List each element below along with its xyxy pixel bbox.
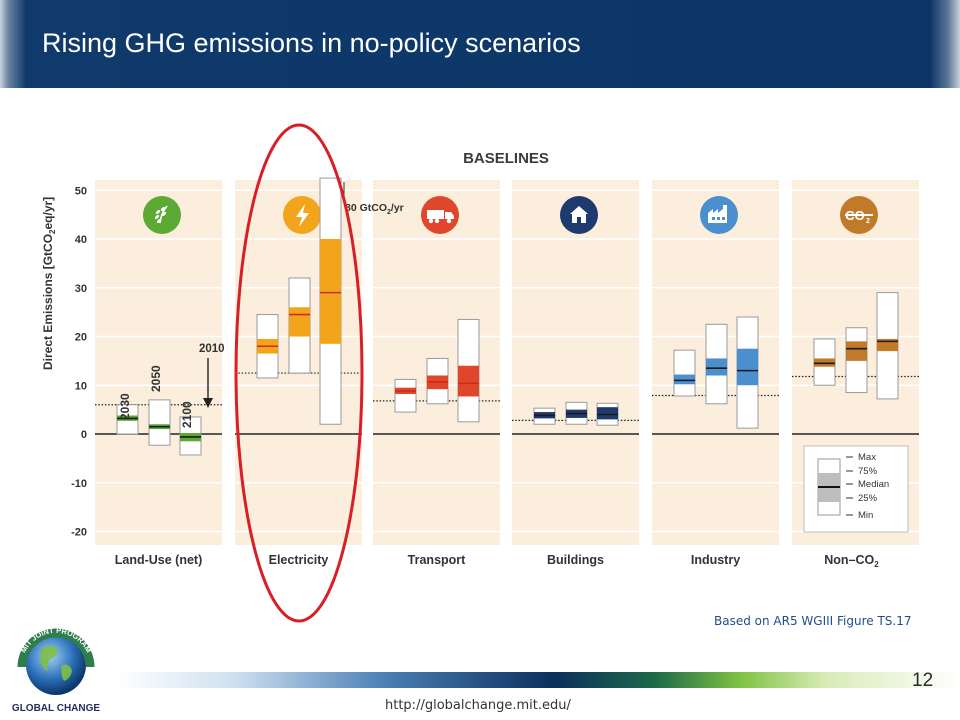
year-label-2050: 2050 [149, 365, 163, 392]
whisker-range-2030 [673, 349, 696, 397]
sector-panel-3 [373, 180, 500, 545]
iqr-box-2050 [706, 358, 727, 376]
highlight-ellipse [234, 123, 364, 623]
panel-background [512, 180, 639, 545]
legend-label-1: Max [858, 452, 876, 463]
year-label-2100: 2100 [180, 401, 194, 428]
sector-panel-1 [95, 180, 222, 545]
reference-arrowhead [203, 398, 213, 408]
baselines-chart: BASELINES Direct Emissions [GtCO2eq/yr] La… [41, 123, 919, 623]
sector-panel-2 [235, 177, 362, 545]
iqr-box-2100 [737, 348, 758, 386]
logo-bottom-text: GLOBAL CHANGE [12, 703, 100, 714]
legend-label-3: Median [858, 479, 889, 490]
panel-background [95, 180, 222, 545]
year-label-2030: 2030 [118, 393, 132, 420]
figure-caption: Based on AR5 WGIII Figure TS.17 [714, 614, 912, 628]
y-tick-label: 40 [75, 234, 87, 246]
footer-url[interactable]: http://globalchange.mit.edu/ [385, 698, 571, 713]
mit-global-change-logo: MIT JOINT PROGRAM GLOBAL CHANGE [12, 626, 100, 714]
y-tick-label: 20 [75, 332, 87, 344]
y-tick-label: -20 [71, 527, 87, 539]
page-number: 12 [912, 670, 934, 691]
clipped-note: 80 GtCO2/yr [345, 202, 404, 216]
iqr-box-2030 [674, 374, 695, 385]
footer-gradient-bar [115, 672, 960, 688]
chart-title: BASELINES [463, 150, 549, 167]
reference-label: 2010 [199, 343, 225, 355]
whisker-range-2030 [394, 378, 417, 413]
y-tick-label: 50 [75, 185, 87, 197]
slide-title: Rising GHG emissions in no-policy scenar… [42, 28, 581, 58]
sector-panel-4 [512, 180, 639, 545]
legend-label-2: 75% [858, 466, 878, 477]
whisker-range-2050 [148, 399, 171, 446]
sector-label: Non–CO2 [824, 553, 879, 569]
svg-text:2: 2 [866, 218, 870, 225]
y-tick-label: 30 [75, 283, 87, 295]
legend-label-4: 25% [858, 493, 878, 504]
iqr-box-2050 [289, 307, 310, 337]
iqr-box-2100 [597, 407, 618, 420]
globe-icon [26, 635, 86, 695]
legend-label-5: Min [858, 510, 873, 521]
iqr-box-2050 [846, 341, 867, 361]
sector-label: Transport [408, 553, 466, 567]
legend: Max 75% Median 25% Min [803, 445, 909, 533]
iqr-box-2100 [458, 365, 479, 397]
iqr-box-2100 [320, 239, 341, 344]
y-tick-label: 10 [75, 380, 87, 392]
y-tick-label: 0 [81, 429, 87, 441]
sector-label: Industry [691, 553, 740, 567]
sector-panel-5 [652, 180, 779, 545]
sector-label: Land-Use (net) [115, 553, 203, 567]
sector-label: Buildings [547, 553, 604, 567]
sector-label: Electricity [269, 553, 329, 567]
y-tick-label: -10 [71, 478, 87, 490]
y-axis-label: Direct Emissions [GtCO2eq/yr] [41, 197, 57, 370]
title-bar: Rising GHG emissions in no-policy scenar… [0, 0, 960, 88]
